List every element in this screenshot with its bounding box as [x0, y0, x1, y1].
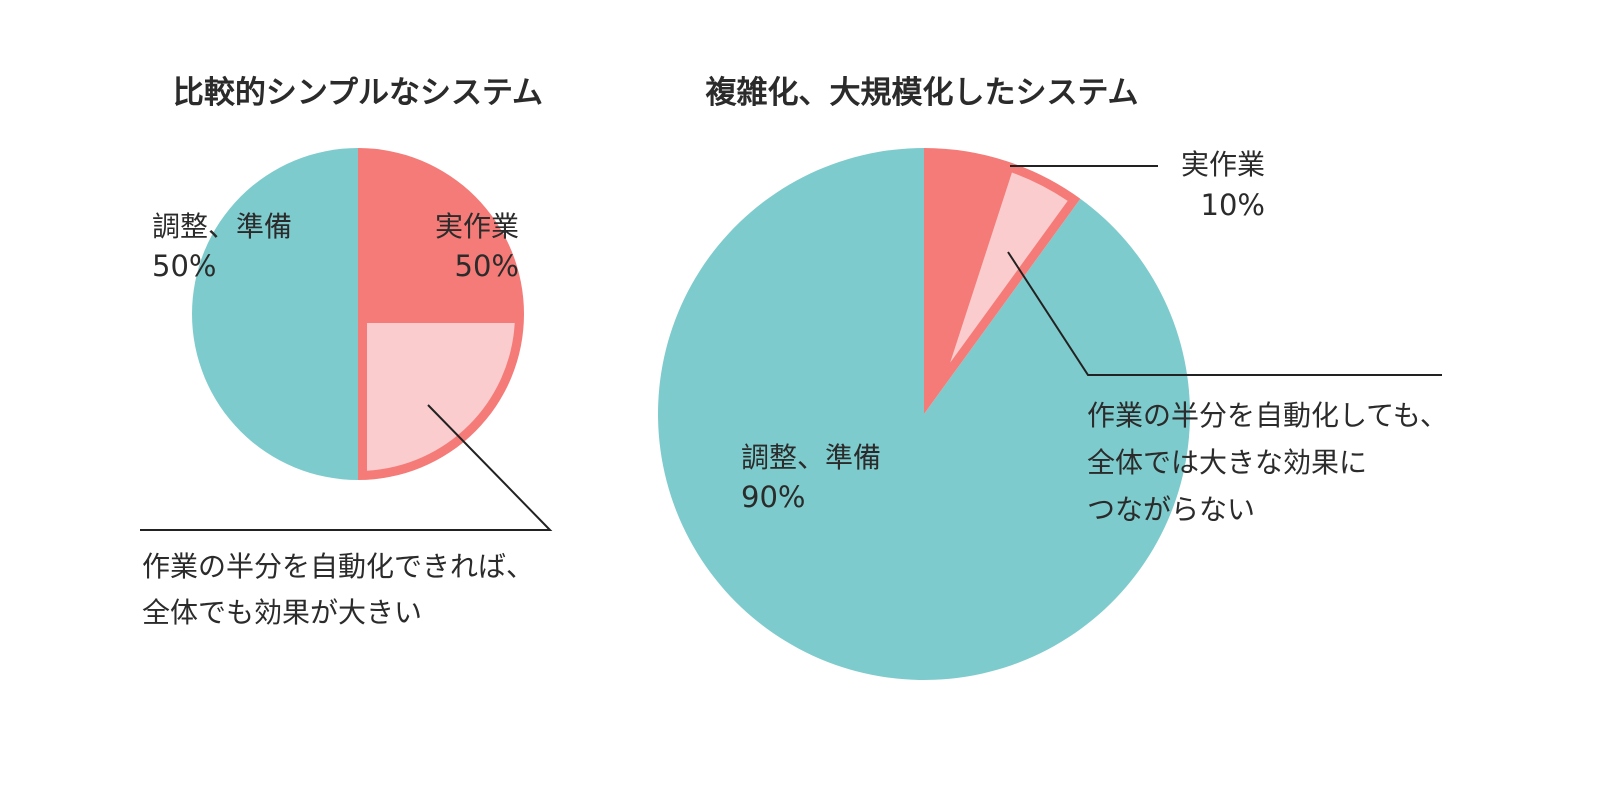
chart-simple-system: 比較的シンプルなシステム 調整、準備 50% 実作業 50% 作業の半分を自動化…: [140, 75, 553, 629]
pie-slice-prep: [658, 148, 1191, 680]
slice-value-prep: 50%: [152, 249, 216, 283]
slice-label-work: 実作業: [435, 210, 519, 243]
annotation-line-2: 全体では大きな効果に: [1087, 446, 1367, 479]
slice-value-prep: 90%: [741, 480, 805, 514]
annotation-leader-line: [140, 404, 553, 531]
pie-slice-prep: [192, 148, 358, 480]
slice-value-work: 10%: [1201, 188, 1265, 222]
pie-slice-automated: [950, 172, 1068, 363]
slice-label-prep: 調整、準備: [741, 441, 881, 474]
annotation-line-3: つながらない: [1087, 493, 1255, 526]
slice-label-prep: 調整、準備: [152, 210, 292, 243]
slice-value-work: 50%: [455, 249, 519, 283]
annotation-leader-line: [1007, 251, 1442, 376]
chart-title: 比較的シンプルなシステム: [173, 75, 543, 111]
pie-slice-automated: [367, 323, 515, 471]
annotation-line-1: 作業の半分を自動化しても、: [1087, 399, 1448, 432]
annotation-line-1: 作業の半分を自動化できれば、: [142, 550, 534, 583]
slice-label-work: 実作業: [1181, 148, 1265, 181]
chart-complex-system: 複雑化、大規模化したシステム 実作業 10% 調整、準備 90% 作業の半分を自…: [658, 75, 1448, 680]
chart-title: 複雑化、大規模化したシステム: [705, 75, 1138, 111]
annotation-line-2: 全体でも効果が大きい: [142, 596, 422, 629]
